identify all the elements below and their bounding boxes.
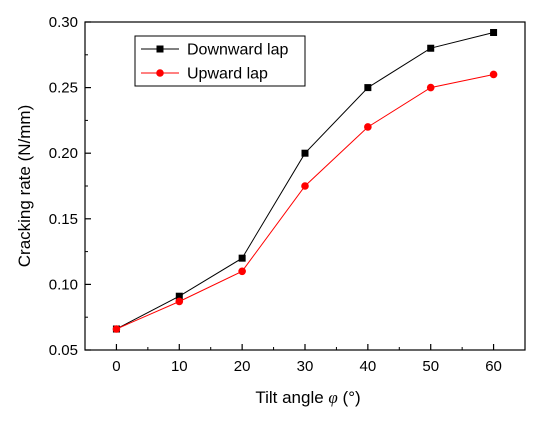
data-point [364,84,372,92]
x-tick-label: 0 [112,358,120,375]
x-tick-label: 10 [171,358,188,375]
x-axis-title-prefix: Tilt angle [255,388,328,407]
y-axis-title: Cracking rate (N/mm) [15,105,34,267]
y-tick-label: 0.30 [49,14,78,31]
x-tick-label: 30 [297,358,314,375]
series-upward-lap [112,70,498,333]
data-point [238,254,246,262]
x-tick-label: 60 [485,358,502,375]
legend-label: Upward lap [187,66,268,83]
y-tick-label: 0.15 [49,211,78,228]
x-axis-title-symbol: φ [328,388,337,407]
legend-box [134,35,306,87]
legend-label: Downward lap [187,42,288,59]
y-tick-label: 0.25 [49,80,78,97]
y-tick-label: 0.20 [49,145,78,162]
legend: Downward lap Upward lap [134,35,306,87]
series-layer [112,28,498,333]
data-point [490,28,498,36]
x-tick-label: 20 [234,358,251,375]
data-point [175,297,184,306]
legend-marker [156,69,164,77]
data-point [489,70,498,79]
data-point [301,182,309,190]
x-tick-label: 50 [422,358,439,375]
data-point [427,44,435,52]
data-point [426,83,435,92]
legend-item: Upward lap [141,66,268,83]
x-axis-title-unit: (°) [338,388,361,407]
data-point [112,325,121,333]
legend-item: Downward lap [141,42,288,59]
x-axis-title: Tilt angle φ (°) [255,388,360,407]
series-line [116,74,494,330]
y-tick-label: 0.05 [49,342,78,359]
data-point [364,123,372,131]
data-point [238,267,246,276]
data-point [175,292,183,300]
y-axis: 0.05 0.10 0.15 0.20 0.25 0.30 [49,14,91,359]
y-tick-label: 0.10 [49,276,78,293]
x-axis: 0 10 20 30 40 50 60 [112,344,502,375]
x-tick-label: 40 [360,358,377,375]
legend-marker [156,45,164,53]
data-point [301,149,309,157]
